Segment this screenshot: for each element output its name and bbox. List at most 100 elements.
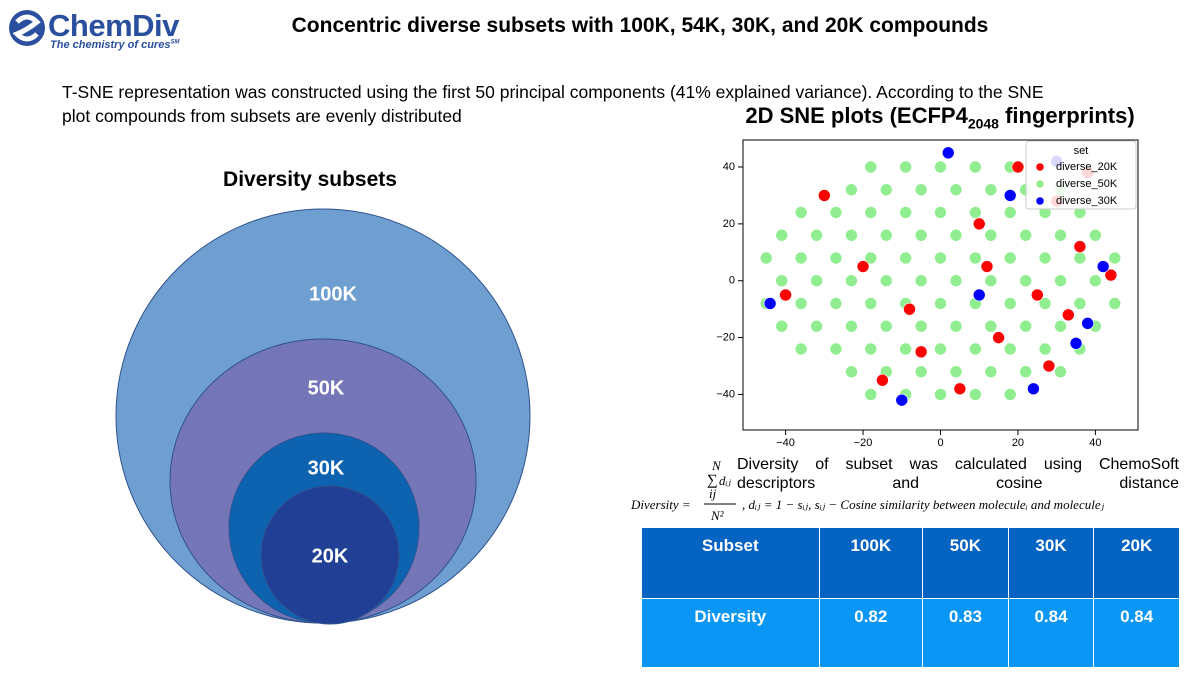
header-cell: 100K <box>818 527 924 599</box>
header-cell: 30K <box>1007 527 1095 599</box>
scatter-point <box>899 160 912 174</box>
value-cell: 0.84 <box>1093 598 1180 668</box>
logo-icon <box>9 10 45 46</box>
scatter-point <box>984 228 998 242</box>
scatter-point <box>934 342 947 356</box>
legend-marker <box>1035 196 1045 206</box>
scatter-point <box>864 206 878 219</box>
y-tick-label: −40 <box>716 388 735 400</box>
scatter-point <box>1019 274 1032 288</box>
scatter-point <box>1104 268 1118 282</box>
sne-title-end: fingerprints) <box>998 103 1135 128</box>
scatter-point <box>914 274 928 288</box>
sne-scatter-plot: −40 −20 0 20 40 −40 −20 0 20 40 set diverse_20Kdive… <box>716 139 1139 449</box>
circle-label: 100K <box>309 283 357 305</box>
scatter-point <box>899 342 912 356</box>
x-tick-label: 40 <box>1089 437 1101 449</box>
scatter-point <box>794 251 808 265</box>
scatter-point <box>864 342 878 356</box>
legend-title: set <box>1074 145 1089 157</box>
value-cell: 0.84 <box>1007 598 1095 668</box>
scatter-point <box>934 206 947 219</box>
scatter-point <box>984 365 998 379</box>
value-cell: 0.82 <box>818 598 924 668</box>
scatter-point <box>984 319 998 333</box>
scatter-point <box>864 388 878 401</box>
scatter-point <box>1069 336 1083 350</box>
y-tick-label: −20 <box>716 332 735 344</box>
scatter-point <box>1031 288 1044 302</box>
scatter-point <box>1003 189 1017 202</box>
scatter-point <box>829 251 843 265</box>
diversity-note: Diversity of subset was calculated using… <box>737 456 1179 492</box>
scatter-point <box>969 388 982 401</box>
legend-box <box>1025 140 1137 210</box>
formula-numerator: dᵢⱼ <box>719 473 732 488</box>
scatter-point <box>1042 359 1056 373</box>
scatter-point <box>1019 319 1032 333</box>
scatter-point <box>1027 382 1040 396</box>
scatter-point <box>1003 297 1017 310</box>
header-cell: Subset <box>641 527 820 599</box>
scatter-point <box>759 251 773 265</box>
formula-rhs: , dᵢⱼ = 1 − sᵢⱼ, sᵢⱼ − Cosine similarity… <box>742 497 1105 512</box>
header-cell: 20K <box>1093 527 1180 599</box>
scatter-point <box>969 160 982 174</box>
scatter-point <box>1073 251 1087 265</box>
header-cell: 50K <box>922 527 1009 599</box>
x-tick-label: 20 <box>1012 437 1024 449</box>
scatter-point <box>879 228 893 242</box>
sne-title: 2D SNE plots (ECFP42048 fingerprints) <box>720 103 1160 131</box>
scatter-point <box>845 365 858 379</box>
legend-label: diverse_20K <box>1056 161 1118 173</box>
scatter-point <box>1038 297 1052 310</box>
scatter-point <box>1003 206 1017 219</box>
formula-sum: ∑ <box>707 472 718 488</box>
x-tick-label: −20 <box>854 437 873 449</box>
concentric-circles: 100K 50K 30K 20K <box>115 208 531 625</box>
scatter-point <box>934 388 947 401</box>
scatter-point <box>1081 317 1094 330</box>
legend-label: diverse_50K <box>1056 178 1118 190</box>
legend-marker <box>1035 179 1045 189</box>
scatter-point <box>934 297 947 310</box>
scatter-point <box>980 260 994 273</box>
circle-20k <box>260 485 400 625</box>
scatter-point <box>1096 260 1110 273</box>
scatter-point <box>1061 308 1075 322</box>
scatter-point <box>934 160 947 174</box>
y-tick-label: 40 <box>723 161 735 173</box>
logo-tagline-text: The chemistry of cures <box>50 39 171 51</box>
scatter-point <box>810 319 823 333</box>
axes-frame <box>742 139 1139 431</box>
logo-tagline: The chemistry of curesSM <box>50 39 179 51</box>
scatter-point <box>779 288 792 302</box>
scatter-point <box>1019 228 1032 242</box>
value-cell: 0.83 <box>922 598 1009 668</box>
scatter-point <box>914 345 928 359</box>
scatter-point <box>972 288 986 302</box>
scatter-point <box>992 331 1005 344</box>
scatter-point <box>794 297 808 310</box>
diversity-title: Diversity subsets <box>223 168 397 191</box>
scatter-point <box>1019 365 1032 379</box>
scatter-point <box>876 373 889 387</box>
scatter-point <box>899 251 912 265</box>
y-tick-label: 20 <box>723 218 735 230</box>
scatter-point <box>1073 297 1087 310</box>
sne-title-text: 2D SNE plots (ECFP4 <box>745 103 968 128</box>
row-label-cell: Diversity <box>641 598 820 668</box>
scatter-point <box>864 297 878 310</box>
scatter-point <box>829 297 843 310</box>
scatter-point <box>1003 388 1017 401</box>
scatter-point <box>829 342 843 356</box>
scatter-point <box>879 274 893 288</box>
legend-label: diverse_30K <box>1056 195 1118 207</box>
scatter-point <box>914 365 928 379</box>
scatter-point <box>1089 228 1102 242</box>
x-tick-label: 0 <box>937 437 943 449</box>
scatter-point <box>1054 365 1067 379</box>
circle-label: 50K <box>308 377 345 399</box>
scatter-point <box>1003 342 1017 356</box>
